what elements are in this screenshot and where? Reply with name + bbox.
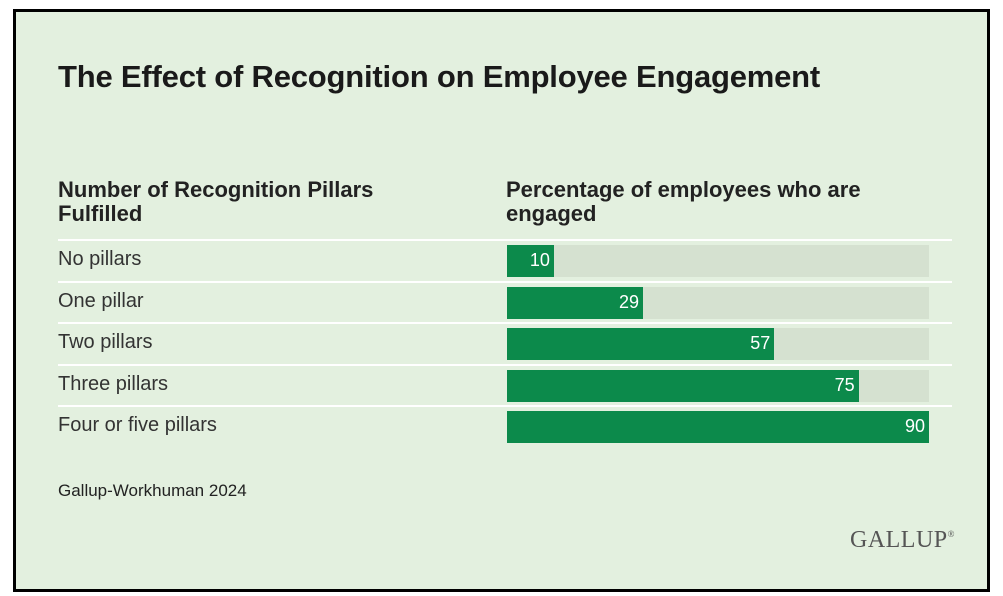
category-label: One pillar bbox=[58, 289, 144, 312]
category-label: Three pillars bbox=[58, 372, 169, 395]
bar-value-label: 29 bbox=[618, 291, 639, 312]
bar-row: One pillar 29 bbox=[58, 280, 952, 323]
bar-row: Four or five pillars 90 bbox=[58, 405, 952, 447]
category-label: Two pillars bbox=[58, 331, 153, 354]
bar-value-label: 57 bbox=[750, 333, 771, 354]
bar-value-label: 10 bbox=[529, 250, 550, 270]
category-label: Four or five pillars bbox=[58, 414, 217, 437]
bar: 90 bbox=[507, 411, 929, 444]
gallup-logo: GALLUP® bbox=[849, 527, 955, 553]
bar-rows: No pillars 10 One pillar 29 Two pillars 57 Thr… bbox=[58, 239, 952, 447]
chart-title: The Effect of Recognition on Employee En… bbox=[58, 59, 821, 94]
bar-row: Two pillars 57 bbox=[58, 322, 952, 364]
category-column-header: Number of Recognition Pillars Fulfilled bbox=[58, 177, 374, 226]
bar: 10 bbox=[507, 245, 554, 277]
bar: 75 bbox=[507, 369, 859, 402]
bar-track: 29 bbox=[507, 286, 929, 319]
bar-value-label: 75 bbox=[834, 374, 855, 395]
chart-card: The Effect of Recognition on Employee En… bbox=[13, 9, 990, 592]
bar-track: 75 bbox=[507, 369, 929, 402]
source-note: Gallup-Workhuman 2024 bbox=[58, 481, 247, 500]
bar-row: No pillars 10 bbox=[58, 239, 952, 281]
bar: 29 bbox=[507, 286, 643, 319]
category-label: No pillars bbox=[58, 248, 142, 270]
value-column-header: Percentage of employees who are engaged bbox=[506, 177, 861, 226]
bar: 57 bbox=[507, 328, 775, 361]
bar-track: 57 bbox=[507, 328, 929, 361]
bar-row: Three pillars 75 bbox=[58, 363, 952, 406]
bar-value-label: 90 bbox=[904, 416, 925, 437]
bar-track: 90 bbox=[507, 411, 929, 444]
bar-track: 10 bbox=[507, 245, 929, 277]
